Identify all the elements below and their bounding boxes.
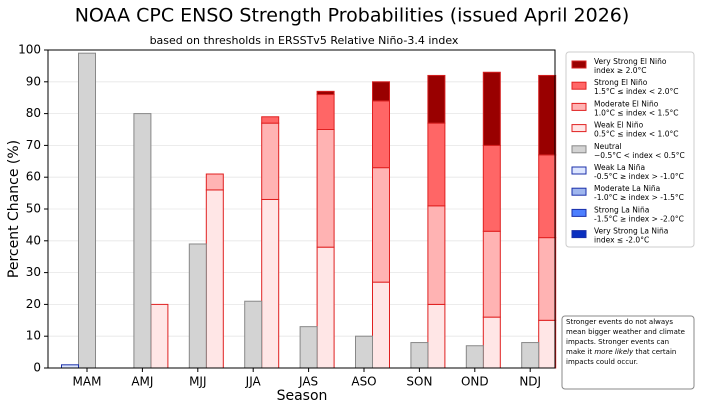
note-part: make it	[566, 348, 594, 356]
bar-segment	[205, 189, 224, 369]
x-tick-label: OND	[461, 375, 489, 389]
bar-segment	[205, 173, 224, 191]
legend-range: index ≤ -2.0°C	[594, 236, 649, 245]
y-tick-label: 30	[26, 265, 41, 279]
note-line: make it more likely that certain	[566, 348, 676, 356]
bar-segment	[482, 316, 501, 369]
plot-frame	[47, 49, 556, 369]
legend-swatch	[571, 208, 587, 217]
x-tick-label: ASO	[351, 375, 376, 389]
legend-swatch	[571, 187, 587, 196]
bar-segment	[372, 81, 390, 102]
legend-swatch	[571, 60, 587, 69]
legend-box	[565, 51, 695, 248]
y-tick-label: 40	[26, 233, 41, 247]
x-tick-label: MJJ	[189, 375, 206, 389]
bar-segment	[261, 122, 280, 200]
y-tick-label: 80	[26, 106, 41, 120]
legend-swatch	[571, 145, 587, 154]
bar-segment	[465, 345, 484, 369]
bar-segment	[410, 342, 429, 369]
legend-swatch	[571, 102, 587, 111]
bar-segment	[427, 205, 446, 305]
bar-segment	[299, 326, 318, 369]
y-tick-label: 100	[18, 43, 41, 57]
bar-segment	[538, 319, 557, 369]
x-tick-label: JJA	[245, 375, 262, 389]
legend-label: Weak El Niño	[594, 121, 644, 130]
legend-label: Moderate La Niña	[594, 184, 660, 193]
bar-segment	[188, 243, 207, 369]
x-axis-label: Season	[277, 388, 328, 404]
y-tick-label: 10	[26, 329, 41, 343]
legend-label: Very Strong El Niño	[594, 57, 667, 66]
legend-range: -1.0°C ≥ index > -1.5°C	[594, 193, 684, 202]
bar-segment	[78, 52, 96, 369]
y-tick-label: 60	[26, 170, 41, 184]
note-part: that certain	[633, 348, 676, 356]
note-line: Stronger events do not always	[566, 318, 673, 326]
legend-range: index ≥ 2.0°C	[594, 66, 647, 75]
y-tick-label: 50	[26, 202, 41, 216]
bar-segment	[372, 281, 390, 369]
legend-range: 1.5°C ≤ index < 2.0°C	[594, 87, 678, 96]
legend-range: −0.5°C < index < 0.5°C	[594, 151, 685, 160]
legend-swatch	[571, 166, 587, 175]
bar-segment	[427, 74, 446, 124]
note-line: impacts. Stronger events can	[566, 338, 669, 346]
legend-label: Weak La Niña	[594, 163, 645, 172]
legend-range: -1.5°C ≥ index > -2.0°C	[594, 214, 684, 223]
y-tick-label: 20	[26, 297, 41, 311]
legend-label: Neutral	[594, 142, 622, 151]
bar-segment	[150, 303, 169, 369]
note-line: mean bigger weather and climate	[566, 328, 685, 336]
bar-segment	[538, 237, 557, 321]
bar-segment	[538, 154, 557, 239]
legend-label: Strong El Niño	[594, 78, 648, 87]
bar-segment	[372, 100, 390, 169]
bar-segment	[482, 71, 501, 146]
x-tick-label: SON	[406, 375, 432, 389]
bar-segment	[538, 74, 557, 156]
bar-segment	[261, 198, 280, 369]
x-tick-label: MAM	[73, 375, 102, 389]
bar-segment	[261, 116, 280, 124]
legend-label: Strong La Niña	[594, 205, 649, 214]
legend-range: -0.5°C ≥ index > -1.0°C	[594, 172, 684, 181]
legend-range: 1.0°C ≤ index < 1.5°C	[594, 108, 678, 117]
y-tick-label: 70	[26, 138, 41, 152]
bar-segment	[133, 113, 152, 369]
legend-label: Moderate El Niño	[594, 99, 659, 108]
bar-segment	[316, 94, 335, 130]
bar-segment	[521, 342, 540, 369]
chart-subtitle: based on thresholds in ERSSTv5 Relative …	[150, 34, 459, 47]
legend-swatch	[571, 81, 587, 90]
bar-segment	[482, 230, 501, 318]
chart-title: NOAA CPC ENSO Strength Probabilities (is…	[75, 5, 630, 27]
note-part: more likely	[594, 348, 634, 356]
x-tick-label: NDJ	[519, 375, 541, 389]
note-box	[561, 315, 695, 390]
bar-segment	[316, 129, 335, 248]
bar-segment	[427, 303, 446, 369]
bar-segment	[372, 167, 390, 283]
legend-range: 0.5°C ≤ index < 1.0°C	[594, 130, 678, 139]
note-line: impacts could occur.	[566, 358, 638, 366]
y-tick-label: 90	[26, 74, 41, 88]
y-tick-label: 0	[33, 361, 41, 375]
y-axis-label: Percent Chance (%)	[6, 140, 22, 278]
x-tick-label: JAS	[298, 375, 318, 389]
bar-segment	[427, 122, 446, 207]
bar-segment	[316, 246, 335, 369]
bar-segment	[244, 300, 263, 369]
legend-swatch	[571, 124, 587, 133]
bar-segment	[316, 90, 335, 96]
legend-label: Very Strong La Niña	[594, 227, 668, 236]
legend-swatch	[571, 230, 587, 239]
bar-segment	[355, 335, 373, 369]
x-tick-label: AMJ	[131, 375, 153, 389]
bar-segment	[482, 144, 501, 232]
